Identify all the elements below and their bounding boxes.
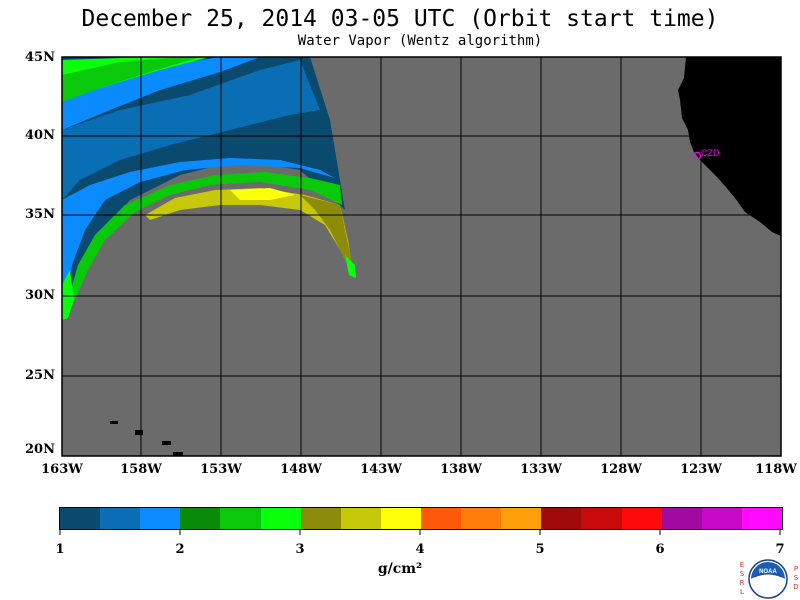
- svg-text:NOAA: NOAA: [759, 569, 777, 575]
- water-vapor-swath: [62, 57, 356, 320]
- swath-olive-edge: [300, 195, 352, 262]
- colorbar-label-5: 5: [535, 542, 545, 557]
- colorbar-label-1: 1: [55, 542, 65, 557]
- colorbar-segment: [501, 508, 542, 529]
- page-title: December 25, 2014 03-05 UTC (Orbit start…: [81, 6, 719, 32]
- colorbar-segment: [220, 508, 261, 529]
- colorbar-segment: [300, 508, 341, 529]
- colorbar-segment: [701, 508, 742, 529]
- colorbar-label-7: 7: [775, 542, 785, 557]
- lon-label-158w: 158W: [120, 462, 162, 477]
- colorbar-segment: [180, 508, 221, 529]
- lat-label-35n: 35N: [25, 207, 55, 222]
- page-subtitle: Water Vapor (Wentz algorithm): [297, 33, 543, 49]
- lon-label-143w: 143W: [360, 462, 402, 477]
- swath-bright-yellow: [230, 188, 295, 200]
- colorbar-segment: [380, 508, 421, 529]
- colorbar-label-4: 4: [415, 542, 425, 557]
- map-frame: [61, 56, 782, 457]
- colorbar-segment: [260, 508, 301, 529]
- colorbar-label-6: 6: [655, 542, 665, 557]
- swath-yellow-arc: [145, 188, 352, 265]
- lat-label-30n: 30N: [25, 288, 55, 303]
- colorbar-segment: [621, 508, 662, 529]
- lon-label-133w: 133W: [520, 462, 562, 477]
- colorbar-segment: [541, 508, 582, 529]
- land-us-west-coast: [678, 57, 781, 236]
- swath-lime-left: [62, 270, 74, 320]
- swath-blue-band: [62, 57, 260, 130]
- colorbar-segment: [340, 508, 381, 529]
- colorbar: [59, 507, 783, 530]
- lat-lon-grid: [62, 57, 781, 456]
- lat-label-20n: 20N: [25, 442, 55, 457]
- lon-label-128w: 128W: [600, 462, 642, 477]
- colorbar-segment: [140, 508, 181, 529]
- lat-label-40n: 40N: [25, 128, 55, 143]
- swath-green-tail: [345, 255, 356, 278]
- colorbar-unit: g/cm²: [377, 561, 423, 577]
- swath-green-arc: [68, 172, 342, 300]
- lon-label-163w: 163W: [41, 462, 83, 477]
- colorbar-segment: [741, 508, 782, 529]
- colorbar-ticks: [59, 529, 781, 535]
- lon-label-118w: 118W: [755, 462, 797, 477]
- noaa-emblem: NOAA: [748, 559, 788, 599]
- colorbar-segment: [420, 508, 462, 529]
- colorbar-label-3: 3: [295, 542, 305, 557]
- lon-label-148w: 148W: [280, 462, 322, 477]
- swath-green-top-dark: [62, 57, 200, 102]
- lon-label-123w: 123W: [680, 462, 722, 477]
- lat-label-45n: 45N: [25, 50, 55, 65]
- hawaiian-islands: [110, 421, 183, 456]
- colorbar-label-2: 2: [175, 542, 185, 557]
- colorbar-segment: [60, 508, 101, 529]
- lon-label-153w: 153W: [200, 462, 242, 477]
- colorbar-segment: [581, 508, 622, 529]
- station-label: CZD: [701, 148, 720, 158]
- station-czd-marker: CZD: [692, 148, 720, 161]
- colorbar-segment: [461, 508, 502, 529]
- lon-label-138w: 138W: [440, 462, 482, 477]
- lat-label-25n: 25N: [25, 368, 55, 383]
- swath-mid-blue: [62, 60, 320, 200]
- colorbar-segment: [661, 508, 702, 529]
- colorbar-segment: [100, 508, 141, 529]
